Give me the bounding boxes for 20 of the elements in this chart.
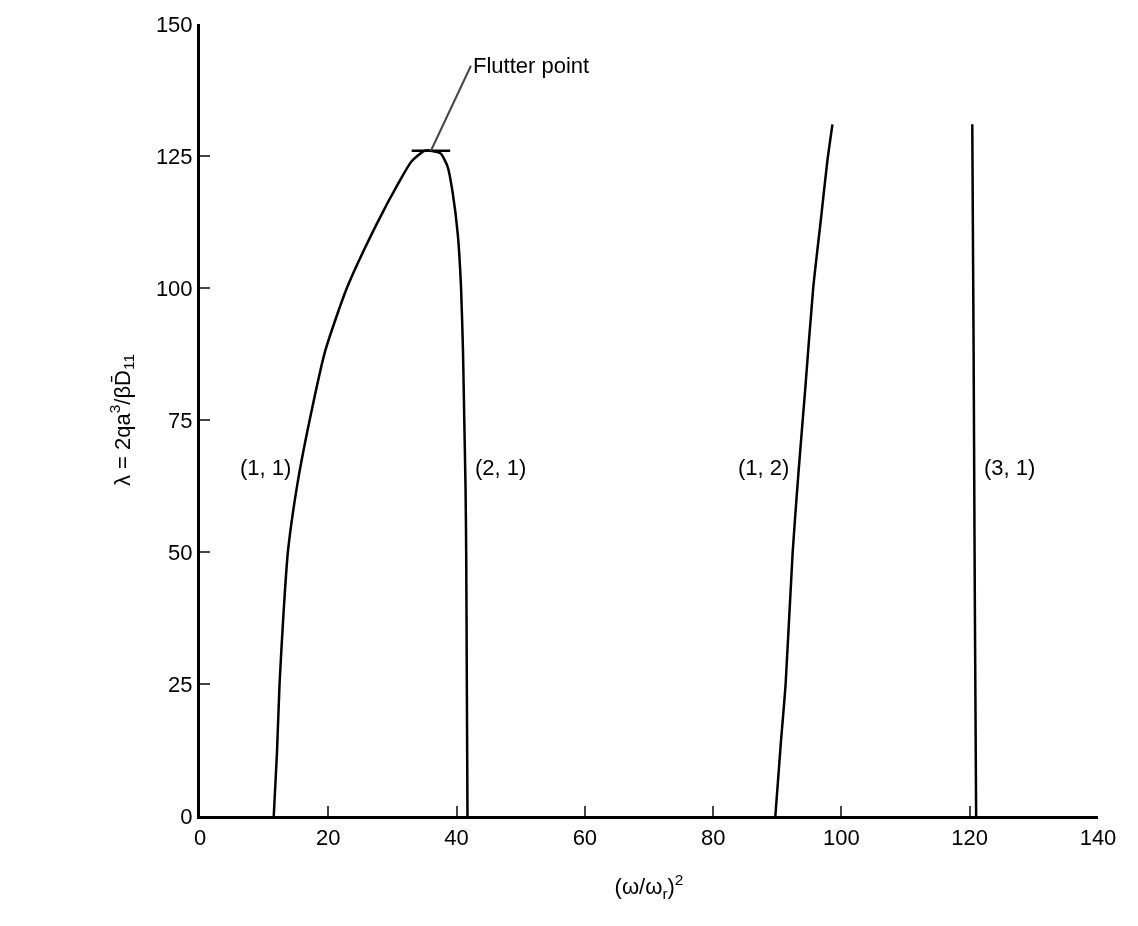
annotation: Flutter point — [473, 53, 590, 78]
x-tick-label: 20 — [316, 825, 341, 851]
y-tick-label: 150 — [155, 11, 193, 37]
x-tick-label: 80 — [700, 825, 726, 851]
series-label: (3, 1) — [984, 455, 1036, 480]
x-tick-label: 140 — [1079, 825, 1117, 851]
series-label: (2, 1) — [475, 455, 527, 480]
x-tick-label: 60 — [572, 825, 598, 851]
x-tick-label: 40 — [444, 825, 469, 851]
y-tick-label: 25 — [168, 671, 193, 697]
x-axis-title: (ω/ω$_{r}$)$^{2}$ — [614, 870, 684, 902]
series-label: (1, 1) — [240, 455, 292, 480]
y-tick-label: 0 — [180, 803, 193, 829]
y-tick-label: 125 — [155, 143, 193, 169]
x-tick-label: 100 — [823, 825, 860, 851]
series-label: (1, 2) — [738, 455, 790, 480]
y-tick-label: 100 — [155, 275, 193, 301]
x-tick-label: 120 — [951, 825, 989, 851]
y-tick-label: 75 — [168, 407, 193, 433]
y-tick-label: 50 — [168, 539, 193, 565]
